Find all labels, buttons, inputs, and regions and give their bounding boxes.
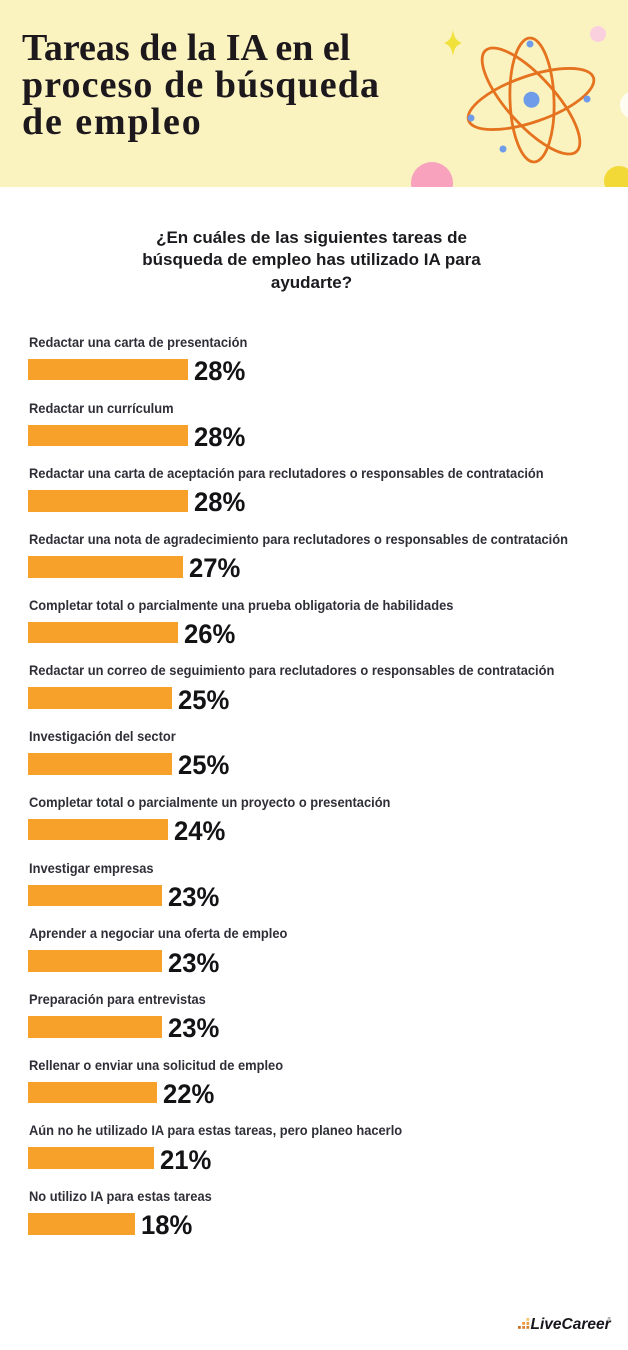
svg-text:®: ®	[608, 1316, 612, 1322]
svg-text:LiveCareer: LiveCareer	[531, 1316, 612, 1333]
